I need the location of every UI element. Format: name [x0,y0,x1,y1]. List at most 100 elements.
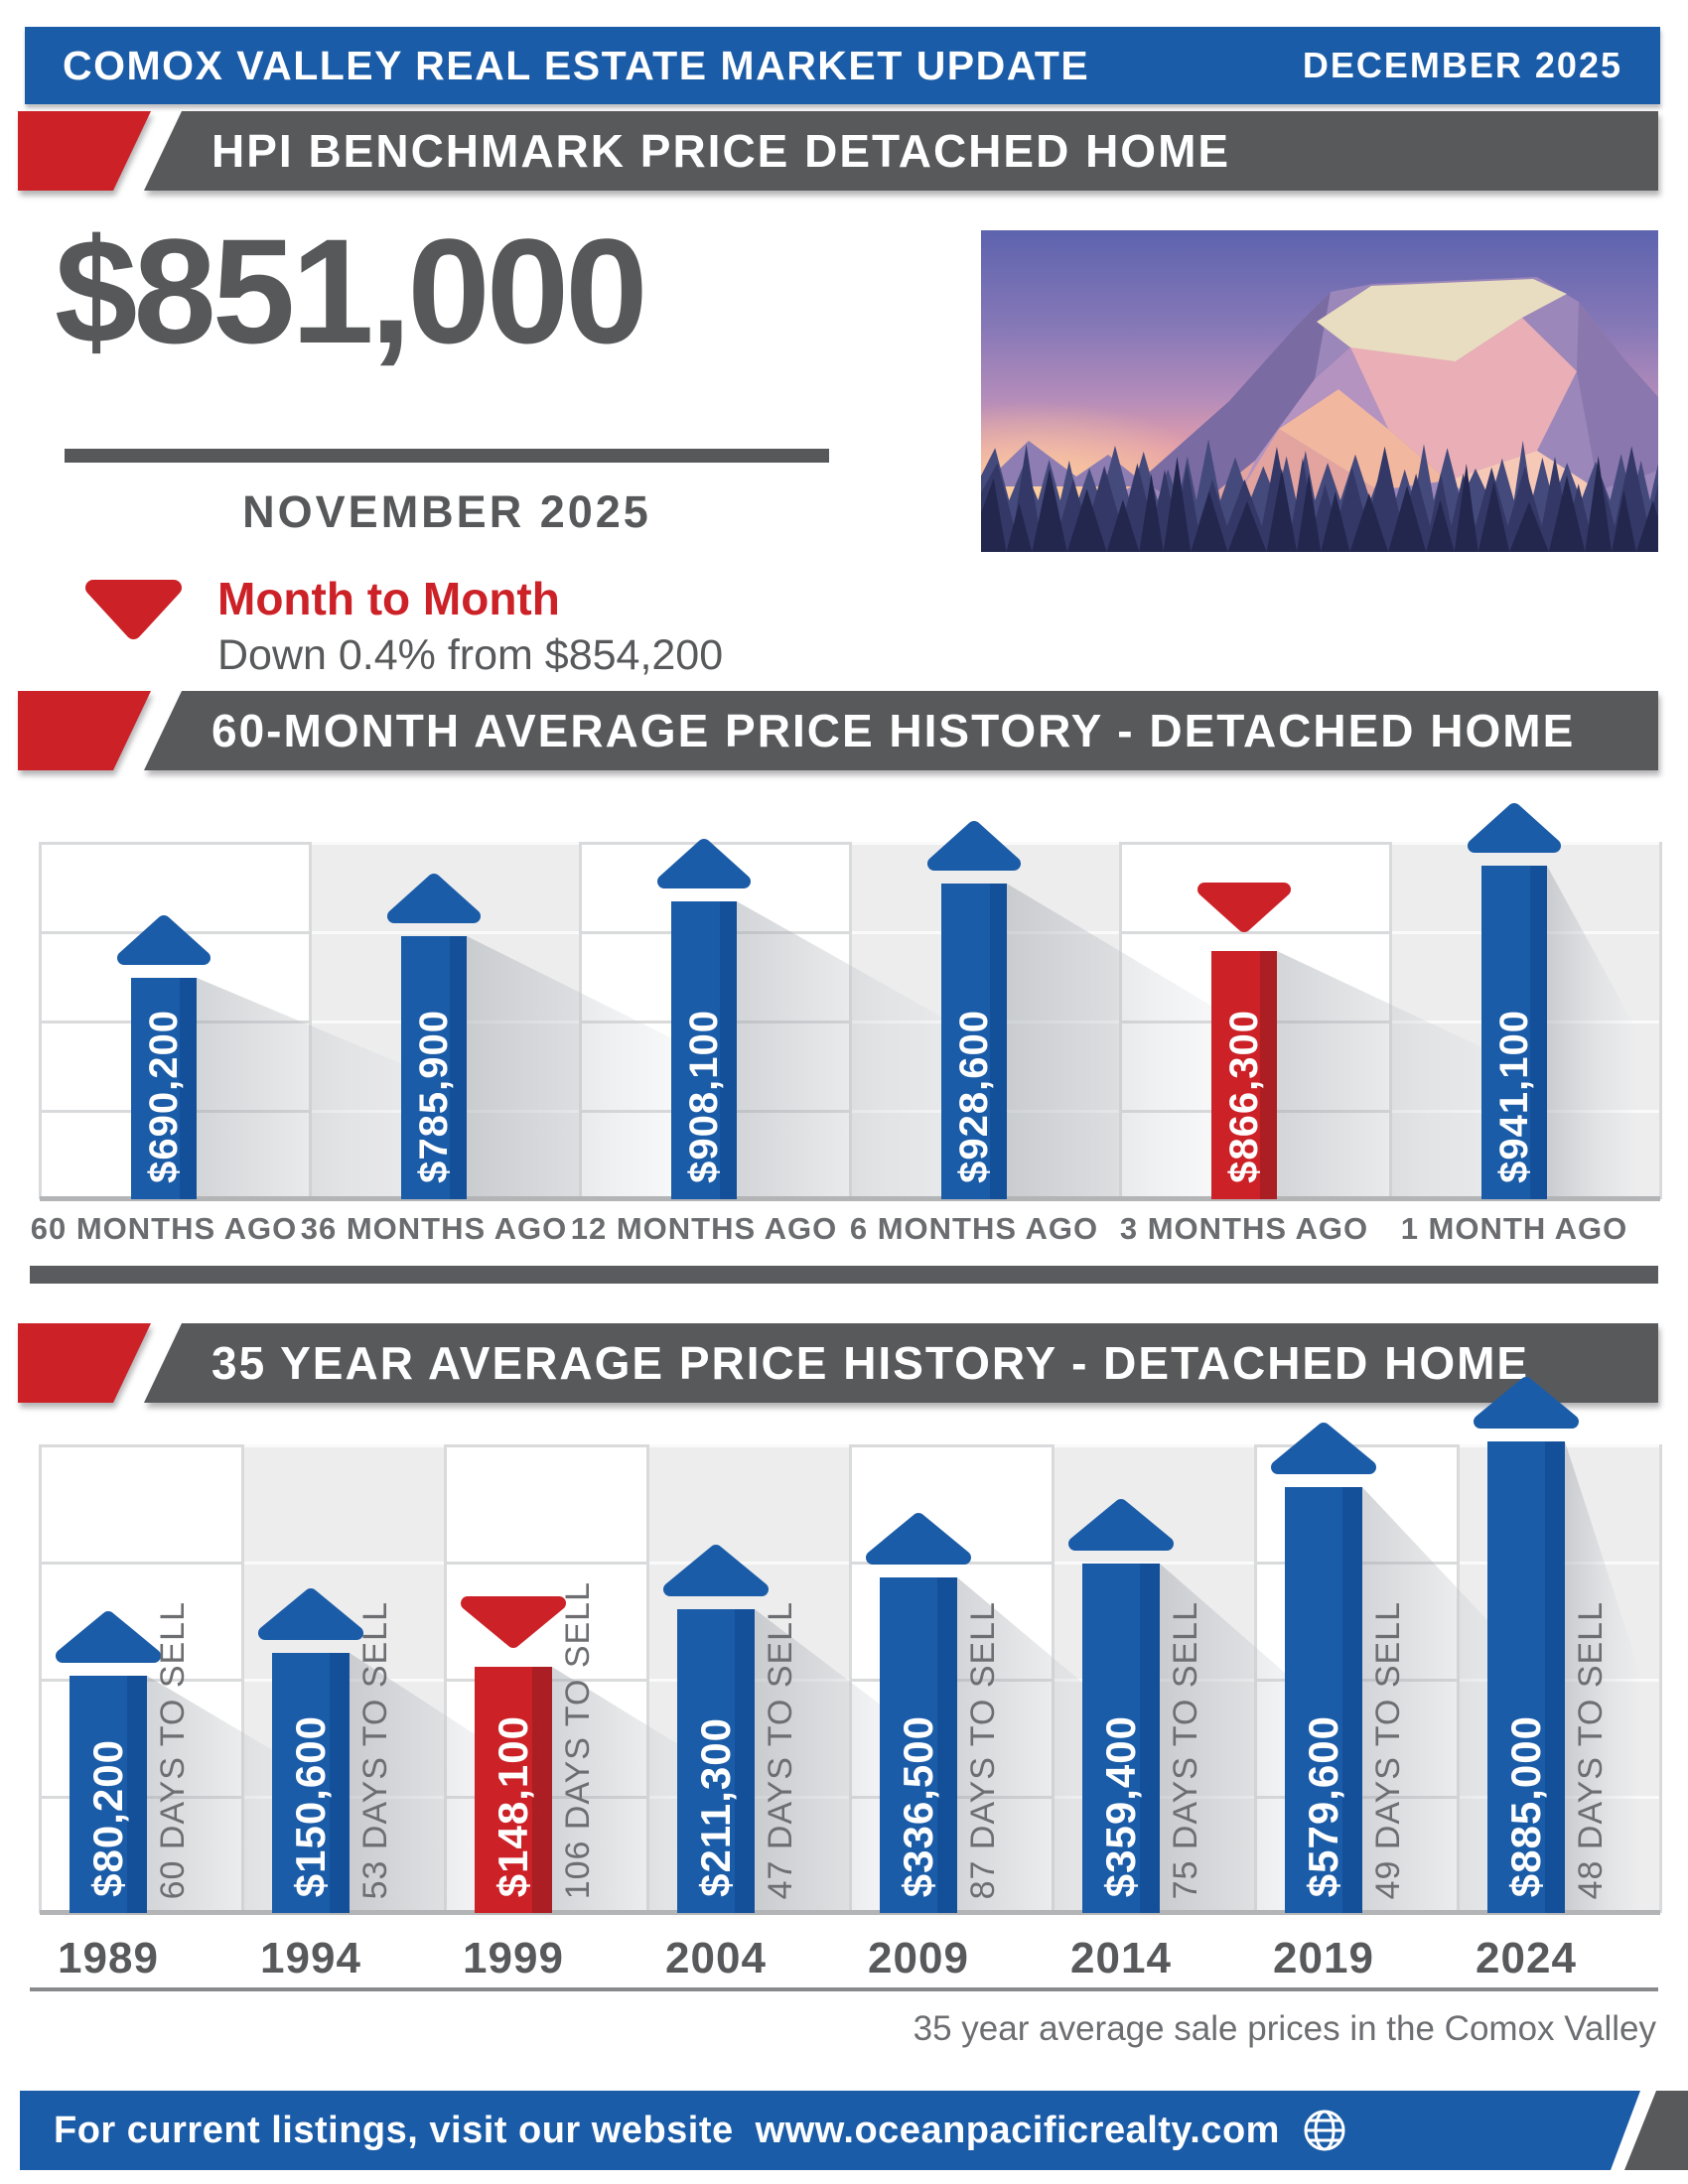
arrow-up-icon [1068,1499,1174,1551]
price-bar [1487,1441,1565,1913]
price-bar [272,1653,350,1913]
footer-text: For current listings, visit our website [54,2109,734,2151]
category-label: 2024 [1476,1934,1577,1982]
days-to-sell-label: 48 DAYS TO SELL [1571,1600,1610,1899]
arrow-up-icon [927,821,1021,871]
banner-red-accent [18,111,151,191]
price-bar [131,978,197,1199]
category-label: 3 MONTHS AGO [1119,1211,1369,1246]
days-to-sell: 106 DAYS TO SELL [554,1433,602,1905]
axis-baseline [40,1196,1660,1201]
bar-value: $908,100 [671,901,737,1199]
price-bar [70,1676,147,1913]
header-bar: COMOX VALLEY REAL ESTATE MARKET UPDATE D… [25,27,1660,104]
days-to-sell: 87 DAYS TO SELL [959,1433,1007,1905]
gridline [849,1444,852,1913]
banner-red-accent [18,691,151,770]
arrow-up-icon [56,1611,161,1663]
category-label: 1999 [463,1934,564,1982]
bar-value: $359,400 [1082,1564,1160,1913]
category-label: 6 MONTHS AGO [849,1211,1099,1246]
bar-value: $885,000 [1487,1441,1565,1913]
bar-value: $579,600 [1285,1487,1362,1913]
bar-stripe [1259,951,1277,1199]
section-divider [30,1266,1658,1284]
trend-detail: Down 0.4% from $854,200 [217,631,724,679]
price-bar [401,936,467,1199]
bar-stripe [1544,1441,1565,1913]
section-title: 35 YEAR AVERAGE PRICE HISTORY - DETACHED… [211,1337,1530,1389]
bar-stripe [936,1577,957,1913]
gridline [309,842,312,1199]
bar-value: $690,200 [131,978,197,1199]
category-label: 60 MONTHS AGO [30,1211,298,1246]
days-to-sell-label: 49 DAYS TO SELL [1368,1600,1407,1899]
section-banner-60-month: 60-MONTH AVERAGE PRICE HISTORY - DETACHE… [18,691,1658,770]
bar-value-label: $941,100 [1491,1010,1536,1183]
arrow-up-icon [387,874,481,923]
gridline [310,931,580,934]
section-banner-benchmark: HPI BENCHMARK PRICE DETACHED HOME [18,111,1658,191]
footer-bar: For current listings, visit our website … [20,2091,1640,2170]
benchmark-price: $851,000 [55,207,648,374]
section-title: 60-MONTH AVERAGE PRICE HISTORY - DETACHE… [211,705,1576,756]
days-to-sell: 53 DAYS TO SELL [352,1433,399,1905]
price-bar [475,1667,552,1913]
category-label: 2014 [1070,1934,1172,1982]
price-bar [671,901,737,1199]
arrow-up-icon [258,1588,363,1640]
arrow-up-icon [1271,1423,1376,1474]
axis-baseline [40,1910,1660,1915]
bar-stripe [734,1609,755,1913]
bar-value-label: $690,200 [141,1010,186,1183]
gridline [646,1444,649,1913]
bar-value-label: $211,300 [692,1717,739,1897]
category-label: 1 MONTH AGO [1400,1211,1628,1246]
arrow-up-icon [866,1513,971,1565]
banner-red-accent [18,1323,151,1403]
gridline [242,1444,445,1447]
bar-value: $336,500 [880,1577,957,1913]
bar-value-label: $885,000 [1502,1714,1549,1897]
bar-value-label: $148,100 [490,1714,536,1897]
arrow-down-icon [461,1596,566,1648]
bar-value-label: $866,300 [1221,1010,1266,1183]
days-to-sell: 47 DAYS TO SELL [757,1433,804,1905]
price-bar [1285,1487,1362,1913]
price-bar [1211,951,1277,1199]
bar-stripe [126,1676,147,1913]
category-label: 12 MONTHS AGO [570,1211,838,1246]
price-period: NOVEMBER 2025 [242,486,651,537]
days-to-sell: 48 DAYS TO SELL [1567,1433,1615,1905]
bar-stripe [989,884,1007,1199]
footer-url: www.oceanpacificrealty.com [755,2109,1280,2151]
bar-stripe [179,978,197,1199]
bar-value: $785,900 [401,936,467,1199]
category-label: 1994 [260,1934,361,1982]
gridline [1659,842,1662,1199]
days-to-sell-label: 75 DAYS TO SELL [1166,1600,1204,1899]
price-bar [1082,1564,1160,1913]
bar-value: $148,100 [475,1667,552,1913]
category-label: 36 MONTHS AGO [300,1211,568,1246]
section-banner-35-year: 35 YEAR AVERAGE PRICE HISTORY - DETACHED… [18,1323,1658,1403]
bar-value-label: $336,500 [895,1714,941,1897]
arrow-up-icon [663,1545,769,1596]
bar-value: $150,600 [272,1653,350,1913]
days-to-sell-label: 60 DAYS TO SELL [153,1600,192,1899]
days-to-sell: 60 DAYS TO SELL [149,1433,197,1905]
price-bar [880,1577,957,1913]
bar-stripe [1341,1487,1362,1913]
days-to-sell-label: 53 DAYS TO SELL [355,1600,394,1899]
price-bar [677,1609,755,1913]
page-title: COMOX VALLEY REAL ESTATE MARKET UPDATE [63,42,1090,88]
days-to-sell: 49 DAYS TO SELL [1364,1433,1412,1905]
trend-title: Month to Month [217,573,560,624]
days-to-sell-label: 87 DAYS TO SELL [963,1600,1002,1899]
arrow-down-icon [85,580,182,639]
bar-stripe [329,1653,350,1913]
header-date: DECEMBER 2025 [1302,45,1622,85]
price-bar [1481,866,1547,1199]
category-label: 1989 [58,1934,159,1982]
category-label: 2009 [868,1934,969,1982]
